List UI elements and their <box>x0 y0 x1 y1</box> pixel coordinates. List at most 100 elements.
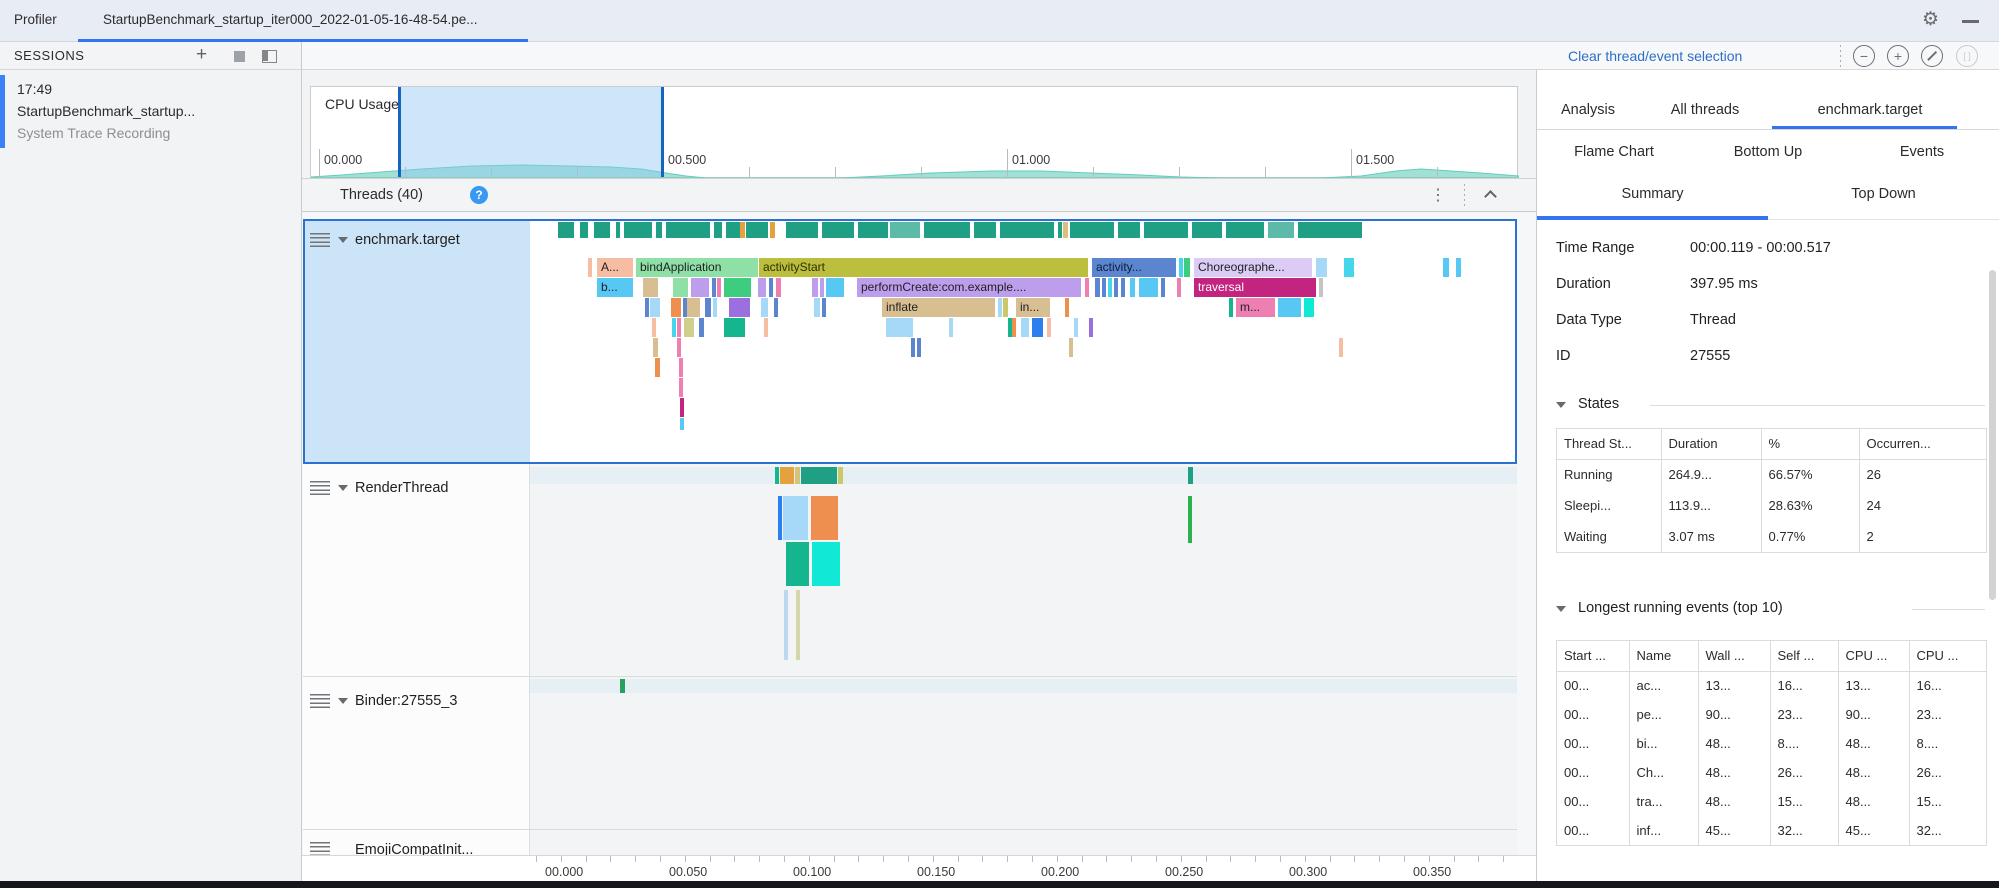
section-rule <box>1912 609 1985 610</box>
tab-analysis[interactable]: Analysis <box>1561 102 1615 118</box>
table-cell: 32... <box>1769 816 1838 845</box>
thread-row-binder[interactable]: Binder:27555_3 <box>303 677 1517 830</box>
summary-field-value: Thread <box>1690 312 1736 328</box>
axis-tick <box>835 167 836 179</box>
table-cell: 66.57% <box>1760 459 1859 490</box>
table-row[interactable]: 00... tra... 48... 15... 48... 15... <box>1557 787 1986 816</box>
table-cell: Ch... <box>1628 758 1698 787</box>
tab-bottom-up[interactable]: Bottom Up <box>1733 144 1803 160</box>
collapse-panel-icon[interactable] <box>262 50 277 63</box>
column-header[interactable]: Duration <box>1660 429 1761 460</box>
column-header[interactable]: Occurren... <box>1858 429 1986 460</box>
trace-tab[interactable]: StartupBenchmark_startup_iter000_2022-01… <box>78 0 528 42</box>
thread-label-panel-renderthread[interactable]: RenderThread <box>303 464 530 676</box>
summary-field-label: Data Type <box>1556 312 1622 328</box>
drag-handle-icon[interactable] <box>310 233 330 247</box>
threads-title: Threads (40) <box>340 187 424 203</box>
column-header[interactable]: Self ... <box>1769 641 1838 672</box>
tab-events[interactable]: Events <box>1899 144 1945 160</box>
axis-tick-label: 00.000 <box>545 865 584 879</box>
cpu-usage-chart <box>311 164 1519 179</box>
settings-gear-icon[interactable]: ⚙ <box>1922 9 1940 30</box>
table-cell: 26... <box>1908 758 1986 787</box>
stop-session-icon[interactable] <box>234 51 245 62</box>
collapse-caret-icon[interactable] <box>338 698 348 704</box>
column-header[interactable]: % <box>1760 429 1859 460</box>
thread-name: enchmark.target <box>355 232 460 248</box>
table-cell: 90... <box>1837 700 1909 729</box>
table-cell: 48... <box>1837 787 1909 816</box>
thread-row-renderthread[interactable]: RenderThread <box>303 464 1517 677</box>
axis-tick <box>1007 149 1008 179</box>
thread-row-emojicompat[interactable]: EmojiCompatInit... <box>303 830 1517 855</box>
axis-tick <box>1454 856 1455 862</box>
table-row[interactable]: Waiting 3.07 ms 0.77% 2 <box>1557 521 1986 552</box>
column-header[interactable]: Name <box>1628 641 1698 672</box>
summary-field-label: Duration <box>1556 276 1611 292</box>
tab-all-threads[interactable]: All threads <box>1670 102 1740 118</box>
axis-tick-label: 00.250 <box>1165 865 1204 879</box>
axis-tick <box>1230 856 1231 862</box>
table-cell: 48... <box>1697 758 1770 787</box>
table-row[interactable]: 00... ac... 13... 16... 13... 16... <box>1557 671 1986 700</box>
drag-handle-icon[interactable] <box>310 842 330 855</box>
zoom-out-button[interactable]: − <box>1853 45 1875 67</box>
thread-states-table[interactable]: Thread St... Duration% Occurren... Running 2… <box>1556 428 1987 553</box>
add-session-icon[interactable]: + <box>196 44 208 65</box>
table-cell: 13... <box>1697 671 1770 700</box>
column-header[interactable]: CPU ... <box>1837 641 1909 672</box>
session-item[interactable]: 17:49 StartupBenchmark_startup... System… <box>0 75 302 148</box>
drag-handle-icon[interactable] <box>310 481 330 495</box>
axis-tick <box>1032 856 1033 862</box>
table-row[interactable]: 00... inf... 45... 32... 45... 32... <box>1557 816 1986 845</box>
collapse-threads-icon[interactable] <box>1484 190 1497 203</box>
table-cell: 00... <box>1564 823 1590 838</box>
column-header[interactable]: CPU ... <box>1908 641 1986 672</box>
tab-top-down[interactable]: Top Down <box>1851 186 1916 202</box>
axis-tick-label: 00.000 <box>324 153 363 167</box>
axis-tick <box>834 856 835 862</box>
tab-flame-chart[interactable]: Flame Chart <box>1574 144 1654 160</box>
collapse-caret-icon[interactable] <box>338 485 348 491</box>
zoom-to-selection-button[interactable]: [ ] <box>1956 45 1978 67</box>
session-type: System Trace Recording <box>17 125 171 141</box>
help-icon[interactable]: ? <box>470 186 488 204</box>
table-row[interactable]: Sleepi... 113.9... 28.63% 24 <box>1557 490 1986 521</box>
axis-tick <box>1007 856 1008 862</box>
drag-handle-icon[interactable] <box>310 694 330 708</box>
session-selected-accent <box>0 75 5 148</box>
axis-tick <box>1503 856 1504 862</box>
reset-zoom-button[interactable] <box>1921 45 1943 67</box>
table-cell: 2 <box>1858 521 1986 552</box>
collapse-caret-icon[interactable] <box>338 237 348 243</box>
range-selection[interactable] <box>398 87 664 177</box>
cpu-usage-track[interactable]: 00.000 00.500 01.000 01.500 CPU Usage <box>310 86 1519 179</box>
column-header[interactable]: Start ... <box>1557 641 1629 672</box>
table-row[interactable]: 00... bi... 48... 8.... 48... 8.... <box>1557 729 1986 758</box>
column-header[interactable]: Wall ... <box>1697 641 1770 672</box>
table-row[interactable]: 00... Ch... 48... 26... 48... 26... <box>1557 758 1986 787</box>
thread-label-panel-enchmark[interactable]: enchmark.target <box>305 221 530 462</box>
zoom-in-button[interactable]: + <box>1887 45 1909 67</box>
longest-events-table[interactable]: Start ... Name Wall ... Self ... CPU ... CPU … <box>1556 640 1987 846</box>
clear-selection-link[interactable]: Clear thread/event selection <box>1568 48 1743 64</box>
minimize-icon[interactable] <box>1962 20 1979 23</box>
axis-tick <box>1106 856 1107 862</box>
axis-tick-label: 01.000 <box>1012 153 1051 167</box>
panel-scrollbar[interactable] <box>1989 270 1996 600</box>
tab-summary[interactable]: Summary <box>1621 186 1684 202</box>
threads-more-icon[interactable]: ⋮ <box>1430 187 1446 204</box>
table-row[interactable]: Running 264.9... 66.57% 26 <box>1557 459 1986 490</box>
events-collapse-icon[interactable] <box>1556 606 1566 612</box>
tab-enchmark-target[interactable]: enchmark.target <box>1817 102 1923 118</box>
thread-label-panel-binder[interactable]: Binder:27555_3 <box>303 677 530 829</box>
trace-tab-title: StartupBenchmark_startup_iter000_2022-01… <box>103 12 478 27</box>
states-collapse-icon[interactable] <box>1556 402 1566 408</box>
sessions-title: SESSIONS <box>14 48 85 63</box>
column-header[interactable]: Thread St... <box>1557 429 1661 460</box>
table-cell: 113.9... <box>1660 490 1761 521</box>
table-row[interactable]: 00... pe... 90... 23... 90... 23... <box>1557 700 1986 729</box>
thread-label-panel-emojicompat[interactable]: EmojiCompatInit... <box>303 830 530 855</box>
axis-tick <box>1131 856 1132 862</box>
axis-tick <box>491 167 492 179</box>
